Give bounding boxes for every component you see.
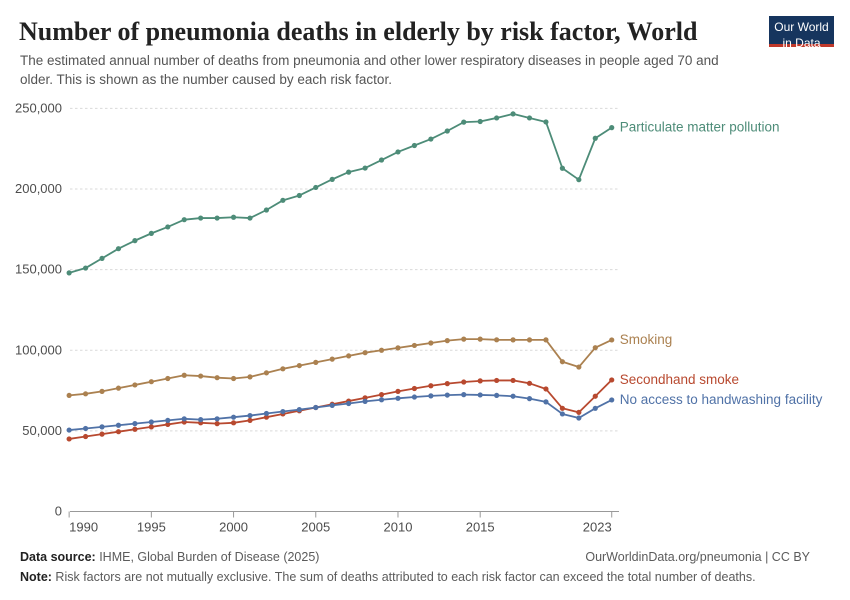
svg-text:0: 0: [55, 504, 62, 519]
svg-text:2023: 2023: [583, 520, 612, 535]
svg-text:2000: 2000: [219, 520, 248, 535]
svg-text:2005: 2005: [301, 520, 330, 535]
svg-text:No access to handwashing facil: No access to handwashing facility: [620, 392, 823, 407]
svg-text:1990: 1990: [69, 520, 98, 535]
svg-text:Secondhand smoke: Secondhand smoke: [620, 372, 739, 387]
svg-text:2010: 2010: [384, 520, 413, 535]
svg-text:200,000: 200,000: [15, 181, 62, 196]
svg-text:Smoking: Smoking: [620, 332, 673, 347]
svg-text:100,000: 100,000: [15, 342, 62, 357]
svg-text:50,000: 50,000: [22, 423, 62, 438]
svg-text:150,000: 150,000: [15, 262, 62, 277]
svg-text:250,000: 250,000: [15, 100, 62, 115]
svg-text:1995: 1995: [137, 520, 166, 535]
svg-text:Particulate matter pollution: Particulate matter pollution: [620, 120, 780, 135]
svg-text:2015: 2015: [466, 520, 495, 535]
